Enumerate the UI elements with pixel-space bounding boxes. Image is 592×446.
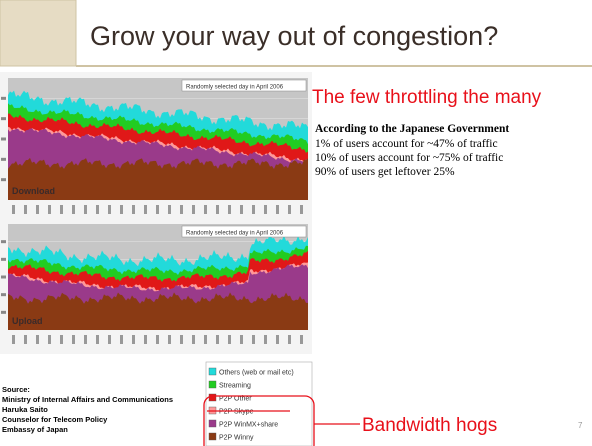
x-axis-label-blur — [216, 335, 219, 344]
x-axis-label-blur — [168, 205, 171, 214]
legend-swatch — [208, 367, 217, 376]
axis-label-blur — [1, 240, 6, 244]
axis-label-blur — [1, 157, 6, 161]
x-axis-label-blur — [36, 205, 39, 214]
x-axis-label-blur — [156, 205, 159, 214]
x-axis-label-blur — [156, 335, 159, 344]
x-axis-label-blur — [60, 335, 63, 344]
x-axis-label-blur — [288, 205, 291, 214]
axis-label-blur — [1, 293, 6, 297]
x-axis-label-blur — [288, 335, 291, 344]
x-axis-label-blur — [24, 335, 27, 344]
x-axis-label-blur — [252, 335, 255, 344]
body-heading: According to the Japanese Government — [315, 123, 509, 135]
legend-swatch — [208, 432, 217, 441]
subtitle: The few throttling the many — [312, 87, 542, 108]
x-axis-label-blur — [276, 205, 279, 214]
x-axis-label-blur — [72, 335, 75, 344]
source-line: Embassy of Japan — [2, 425, 68, 434]
axis-label-blur — [1, 117, 6, 121]
x-axis-label-blur — [144, 335, 147, 344]
body-line: 1% of users account for ~47% of traffic — [315, 138, 498, 150]
legend-swatch — [208, 380, 217, 389]
legend-entry: P2P Winny — [219, 435, 254, 442]
x-axis-label-blur — [120, 205, 123, 214]
chart-label: Upload — [12, 316, 43, 326]
axis-label-blur — [1, 257, 6, 261]
x-axis-label-blur — [84, 205, 87, 214]
page-number: 7 — [578, 421, 583, 430]
x-axis-label-blur — [300, 205, 303, 214]
traffic-area — [8, 292, 308, 330]
legend-entry: Others (web or mail etc) — [219, 370, 294, 377]
x-axis-label-blur — [228, 335, 231, 344]
legend-entry: P2P Other — [219, 396, 252, 403]
x-axis-label-blur — [204, 205, 207, 214]
axis-label-blur — [1, 310, 6, 314]
traffic-area — [8, 157, 308, 200]
x-axis-label-blur — [192, 335, 195, 344]
source-line: Haruka Saito — [2, 405, 48, 414]
chart-note: Randomly selected day in April 2006 — [186, 85, 284, 91]
traffic-figure: Randomly selected day in April 2006 Downl… — [0, 72, 313, 446]
x-axis-label-blur — [48, 205, 51, 214]
x-axis-label-blur — [240, 205, 243, 214]
x-axis-label-blur — [276, 335, 279, 344]
x-axis-label-blur — [180, 335, 183, 344]
x-axis-label-blur — [36, 335, 39, 344]
source-line: Counselor for Telecom Policy — [2, 415, 108, 424]
x-axis-label-blur — [192, 205, 195, 214]
x-axis-label-blur — [84, 335, 87, 344]
axis-label-blur — [1, 275, 6, 279]
x-axis-label-blur — [96, 205, 99, 214]
x-axis-label-blur — [12, 335, 15, 344]
legend-box — [205, 361, 313, 446]
x-axis-label-blur — [180, 205, 183, 214]
body-line: 10% of users account for ~75% of traffic — [315, 152, 503, 164]
x-axis-label-blur — [264, 205, 267, 214]
legend-entry: P2P WinMX+share — [219, 422, 278, 429]
x-axis-label-blur — [120, 335, 123, 344]
slide-title: Grow your way out of congestion? — [90, 21, 498, 51]
x-axis-label-blur — [144, 205, 147, 214]
x-axis-label-blur — [48, 335, 51, 344]
x-axis-label-blur — [168, 335, 171, 344]
x-axis-label-blur — [300, 335, 303, 344]
x-axis-label-blur — [60, 205, 63, 214]
body-line: 90% of users get leftover 25% — [315, 166, 455, 178]
callout: Bandwidth hogs — [362, 415, 497, 436]
legend-entry: P2P Skype — [219, 409, 254, 416]
x-axis-label-blur — [108, 205, 111, 214]
legend-swatch — [208, 419, 217, 428]
x-axis-label-blur — [228, 205, 231, 214]
highlight-box — [203, 395, 315, 446]
x-axis-label-blur — [12, 205, 15, 214]
x-axis-label-blur — [72, 205, 75, 214]
note-box — [181, 79, 307, 92]
x-axis-label-blur — [132, 335, 135, 344]
x-axis-label-blur — [264, 335, 267, 344]
x-axis-label-blur — [108, 335, 111, 344]
x-axis-label-blur — [240, 335, 243, 344]
x-axis-label-blur — [216, 205, 219, 214]
x-axis-label-blur — [96, 335, 99, 344]
source-line: Ministry of Internal Affairs and Communi… — [2, 395, 173, 404]
x-axis-label-blur — [24, 205, 27, 214]
x-axis-label-blur — [204, 335, 207, 344]
title-accent — [0, 0, 76, 66]
axis-label-blur — [1, 137, 6, 141]
legend-swatch — [208, 393, 217, 402]
axis-label-blur — [1, 96, 6, 100]
x-axis-label-blur — [132, 205, 135, 214]
chart-note: Randomly selected day in April 2006 — [186, 231, 284, 237]
chart-label: Download — [12, 186, 55, 196]
note-box — [181, 225, 307, 238]
x-axis-label-blur — [252, 205, 255, 214]
axis-label-blur — [1, 178, 6, 182]
source-line: Source: — [2, 385, 30, 394]
legend-entry: Streaming — [219, 383, 251, 390]
